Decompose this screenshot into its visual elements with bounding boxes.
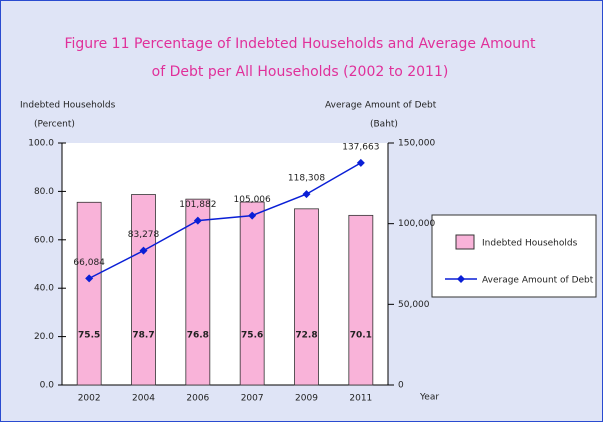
x-axis-label: Year (419, 393, 439, 403)
y-tick-label: 60.0 (34, 235, 54, 245)
y-axis-label: Indebted Households (20, 101, 116, 111)
line-label: 118,308 (288, 174, 325, 184)
y-axis-unit: (Percent) (34, 120, 75, 130)
bar (76, 201, 102, 386)
line-point (248, 211, 257, 220)
y-tick-label: 20.0 (34, 332, 54, 342)
bar (348, 214, 374, 386)
x-tick-label: 2011 (349, 394, 372, 404)
line-point (85, 274, 94, 283)
x-tick-label: 2007 (241, 394, 264, 404)
line-label: 137,663 (342, 142, 379, 152)
x-tick-label: 2009 (295, 394, 318, 404)
line-point (139, 246, 148, 255)
bar-label: 70.1 (350, 331, 372, 341)
legend-marker (457, 275, 465, 283)
bar (185, 198, 211, 386)
chart-title: of Debt per All Households (2002 to 2011… (152, 64, 449, 80)
line-label: 83,278 (128, 230, 160, 240)
x-tick-label: 2006 (186, 394, 209, 404)
legend-label: Indebted Households (482, 239, 578, 249)
legend-label: Average Amount of Debt (482, 276, 594, 286)
y-tick-label: 0.0 (40, 381, 55, 391)
bar-label: 72.8 (295, 331, 317, 341)
bar-label: 78.7 (132, 331, 154, 341)
bar (131, 194, 156, 386)
bar-label: 76.8 (187, 331, 209, 341)
line-point (302, 190, 311, 199)
y-tick-label: 40.0 (34, 284, 54, 294)
x-tick-label: 2004 (132, 394, 155, 404)
bar-label: 75.6 (241, 331, 263, 341)
x-tick-label: 2002 (78, 394, 101, 404)
y2-axis-label: Average Amount of Debt (325, 101, 437, 111)
y2-tick-label: 50,000 (398, 300, 430, 310)
y2-tick-label: 100,000 (398, 219, 435, 229)
line-point (193, 216, 202, 225)
bar (239, 201, 265, 386)
y2-tick-label: 0 (398, 381, 404, 391)
plot-area (62, 143, 388, 385)
line-label: 105,006 (234, 195, 271, 205)
line (88, 162, 362, 280)
bar-label: 75.5 (78, 331, 100, 341)
y2-axis-unit: (Baht) (370, 120, 398, 130)
line-label: 66,084 (73, 258, 105, 268)
legend-swatch (455, 234, 475, 250)
line-label: 101,882 (179, 200, 216, 210)
y2-tick-label: 150,000 (398, 139, 435, 149)
y-tick-label: 80.0 (34, 187, 54, 197)
bar (294, 208, 319, 386)
chart-title: Figure 11 Percentage of Indebted Househo… (64, 36, 536, 52)
line-point (356, 158, 365, 167)
y-tick-label: 100.0 (28, 139, 54, 149)
legend (431, 214, 597, 298)
